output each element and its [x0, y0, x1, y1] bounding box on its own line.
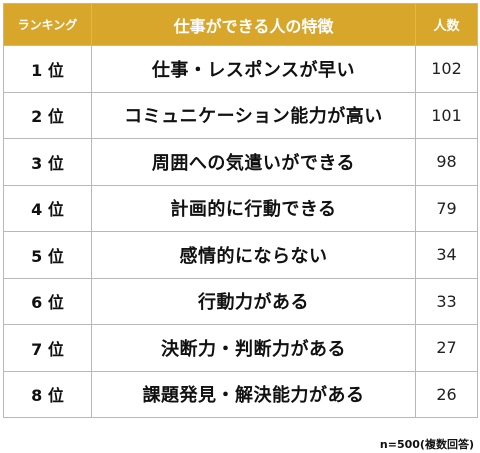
table-row: 4 位 計画的に行動できる 79	[3, 184, 478, 232]
rank-cell: 5 位	[3, 231, 92, 279]
trait-cell: 行動力がある	[91, 277, 416, 325]
rank-column-header: ランキング	[3, 3, 92, 46]
trait-column-header: 仕事ができる人の特徴	[91, 3, 416, 46]
table-row: 5 位 感情的にならない 34	[3, 231, 478, 279]
rank-cell: 1 位	[3, 45, 92, 93]
sample-size-footnote: n=500(複数回答)	[379, 438, 474, 451]
rank-cell: 3 位	[3, 138, 92, 186]
count-cell: 33	[415, 277, 478, 325]
table-row: 3 位 周囲への気遣いができる 98	[3, 138, 478, 186]
rank-cell: 8 位	[3, 370, 92, 418]
count-cell: 98	[415, 138, 478, 186]
count-cell: 34	[415, 231, 478, 279]
rank-cell: 6 位	[3, 277, 92, 325]
count-cell: 26	[415, 370, 478, 418]
table-header-row: ランキング 仕事ができる人の特徴 人数	[3, 3, 478, 46]
rank-cell: 2 位	[3, 91, 92, 139]
rank-cell: 7 位	[3, 324, 92, 372]
rank-cell: 4 位	[3, 184, 92, 232]
trait-cell: 決断力・判断力がある	[91, 324, 416, 372]
count-cell: 102	[415, 45, 478, 93]
table-row: 8 位 課題発見・解決能力がある 26	[3, 370, 478, 418]
count-cell: 101	[415, 91, 478, 139]
trait-cell: 感情的にならない	[91, 231, 416, 279]
trait-cell: 計画的に行動できる	[91, 184, 416, 232]
trait-cell: コミュニケーション能力が高い	[91, 91, 416, 139]
count-column-header: 人数	[415, 3, 478, 46]
trait-cell: 周囲への気遣いができる	[91, 138, 416, 186]
table-row: 1 位 仕事・レスポンスが早い 102	[3, 45, 478, 93]
table-row: 7 位 決断力・判断力がある 27	[3, 324, 478, 372]
trait-cell: 課題発見・解決能力がある	[91, 370, 416, 418]
table-row: 2 位 コミュニケーション能力が高い 101	[3, 91, 478, 139]
ranking-table: ランキング 仕事ができる人の特徴 人数 1 位 仕事・レスポンスが早い 102 …	[3, 3, 478, 418]
count-cell: 27	[415, 324, 478, 372]
trait-cell: 仕事・レスポンスが早い	[91, 45, 416, 93]
count-cell: 79	[415, 184, 478, 232]
table-row: 6 位 行動力がある 33	[3, 277, 478, 325]
